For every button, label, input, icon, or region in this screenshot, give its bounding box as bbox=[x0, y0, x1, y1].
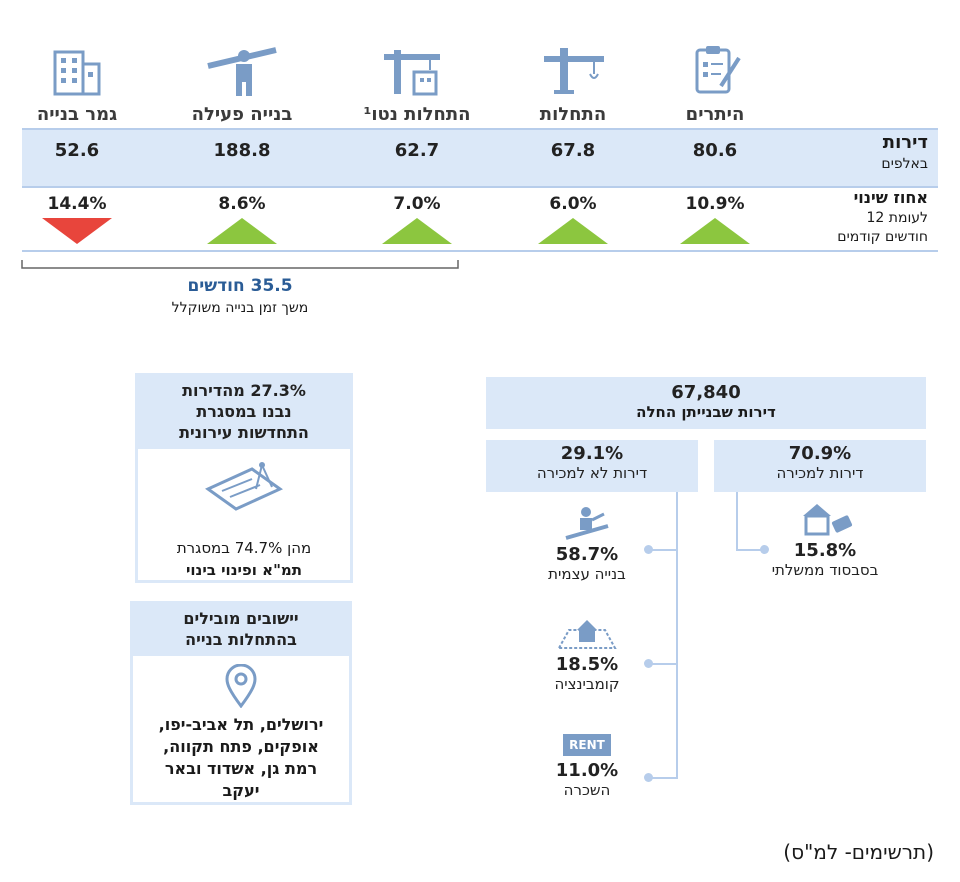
self-build-label: בנייה עצמית bbox=[548, 565, 626, 583]
duration-value: 35.5 חודשים bbox=[187, 276, 293, 296]
change-starts: 6.0% bbox=[549, 194, 597, 214]
row-label-apartments: דירות bbox=[882, 132, 928, 153]
divider bbox=[22, 250, 938, 252]
for-sale-label: דירות למכירה bbox=[776, 464, 864, 482]
total-starts-label: דירות שבנייתן החלה bbox=[636, 403, 776, 421]
for-sale-pct: 70.9% bbox=[788, 443, 852, 464]
row-label-unit: באלפים bbox=[881, 156, 928, 172]
duration-label: משך זמן בנייה משוקלל bbox=[171, 300, 309, 316]
connector-line bbox=[736, 492, 738, 550]
urban-renewal-note-1: מהן 74.7% במסגרת bbox=[176, 539, 312, 557]
construction-worker-icon bbox=[177, 44, 307, 100]
leading-title-1: יישובים מובילים bbox=[183, 609, 299, 628]
bracket bbox=[21, 260, 459, 269]
not-for-sale-pct: 29.1% bbox=[560, 443, 624, 464]
house-money-icon bbox=[760, 502, 890, 540]
subsidy-item: 15.8% בסבסוד ממשלתי bbox=[760, 502, 890, 579]
arrow-up-icon bbox=[650, 218, 780, 246]
crane-icon bbox=[508, 44, 638, 100]
for-sale-box: 70.9% דירות למכירה bbox=[714, 440, 926, 492]
column-title-active: בנייה פעילה bbox=[191, 104, 293, 125]
connector-dot bbox=[760, 545, 769, 554]
arrow-up-icon bbox=[508, 218, 638, 246]
house-plot-icon bbox=[522, 616, 652, 654]
column-title-completion: גמר בנייה bbox=[36, 104, 118, 125]
rent-pct: 11.0% bbox=[555, 760, 619, 781]
connector-line bbox=[736, 549, 764, 551]
leading-localities-header: יישובים מובילים בהתחלות בנייה bbox=[133, 604, 349, 656]
subsidy-pct: 15.8% bbox=[793, 540, 857, 561]
source-note: (תרשימים- למ"ס) bbox=[783, 840, 934, 864]
urban-renewal-title-1: 27.3% מהדירות bbox=[182, 381, 306, 400]
building-icon bbox=[12, 44, 142, 100]
row-label-change-sub2: חודשים קודמים bbox=[837, 229, 928, 245]
urban-renewal-note-2: תמ"א ופינוי בינוי bbox=[185, 561, 302, 579]
arrow-up-icon bbox=[177, 218, 307, 246]
connector-line bbox=[652, 549, 678, 551]
self-build-item: 58.7% בנייה עצמית bbox=[522, 506, 652, 583]
change-completion: 14.4% bbox=[47, 194, 107, 214]
blueprint-icon bbox=[138, 449, 350, 537]
location-pin-icon bbox=[133, 656, 349, 714]
leading-line-4: יעקב bbox=[222, 781, 260, 800]
rent-label: השכרה bbox=[563, 781, 611, 799]
total-starts-box: 67,840 דירות שבנייתן החלה bbox=[486, 377, 926, 429]
value-active: 188.8 bbox=[213, 140, 271, 161]
clipboard-icon bbox=[650, 44, 780, 100]
self-build-pct: 58.7% bbox=[555, 544, 619, 565]
arrow-up-icon bbox=[352, 218, 482, 246]
leading-line-2: אופקים, פתח תקווה, bbox=[163, 737, 319, 756]
connector-dot bbox=[644, 773, 653, 782]
urban-renewal-header: 27.3% מהדירות נבנו במסגרת התחדשות עירוני… bbox=[138, 376, 350, 449]
rent-sign-icon: RENT bbox=[563, 734, 611, 756]
column-title-net-starts: התחלות נטו¹ bbox=[363, 104, 471, 125]
combination-pct: 18.5% bbox=[555, 654, 619, 675]
leading-line-3: רמת גן, אשדוד ובאר bbox=[164, 759, 318, 778]
crane-building-icon bbox=[352, 44, 482, 100]
roof-worker-icon bbox=[522, 506, 652, 544]
values-band bbox=[22, 128, 938, 188]
change-permits: 10.9% bbox=[685, 194, 745, 214]
combination-label: קומבינציה bbox=[554, 675, 620, 693]
change-active: 8.6% bbox=[218, 194, 266, 214]
connector-line bbox=[652, 777, 678, 779]
arrow-down-icon bbox=[12, 218, 142, 246]
leading-title-2: בהתחלות בנייה bbox=[185, 630, 297, 649]
row-label-change: אחוז שינוי bbox=[853, 188, 928, 207]
subsidy-label: בסבסוד ממשלתי bbox=[771, 561, 879, 579]
leading-localities-box: יישובים מובילים בהתחלות בנייה ירושלים, ת… bbox=[130, 601, 352, 805]
urban-renewal-title-3: התחדשות עירונית bbox=[179, 423, 309, 442]
connector-dot bbox=[644, 545, 653, 554]
change-net-starts: 7.0% bbox=[393, 194, 441, 214]
urban-renewal-title-2: נבנו במסגרת bbox=[196, 402, 292, 421]
not-for-sale-box: 29.1% דירות לא למכירה bbox=[486, 440, 698, 492]
value-permits: 80.6 bbox=[692, 140, 738, 161]
connector-dot bbox=[644, 659, 653, 668]
column-title-starts: התחלות bbox=[539, 104, 607, 125]
value-starts: 67.8 bbox=[550, 140, 596, 161]
total-starts-value: 67,840 bbox=[671, 382, 741, 403]
rent-item: RENT 11.0% השכרה bbox=[522, 734, 652, 799]
combination-item: 18.5% קומבינציה bbox=[522, 616, 652, 693]
column-title-permits: היתרים bbox=[685, 104, 745, 125]
value-net-starts: 62.7 bbox=[394, 140, 440, 161]
connector-line bbox=[676, 492, 678, 778]
connector-line bbox=[652, 663, 678, 665]
not-for-sale-label: דירות לא למכירה bbox=[536, 464, 648, 482]
urban-renewal-box: 27.3% מהדירות נבנו במסגרת התחדשות עירוני… bbox=[135, 373, 353, 583]
leading-line-1: ירושלים, תל אביב-יפו, bbox=[158, 715, 324, 734]
row-label-change-sub1: לעומת 12 bbox=[866, 210, 928, 226]
value-completion: 52.6 bbox=[54, 140, 100, 161]
